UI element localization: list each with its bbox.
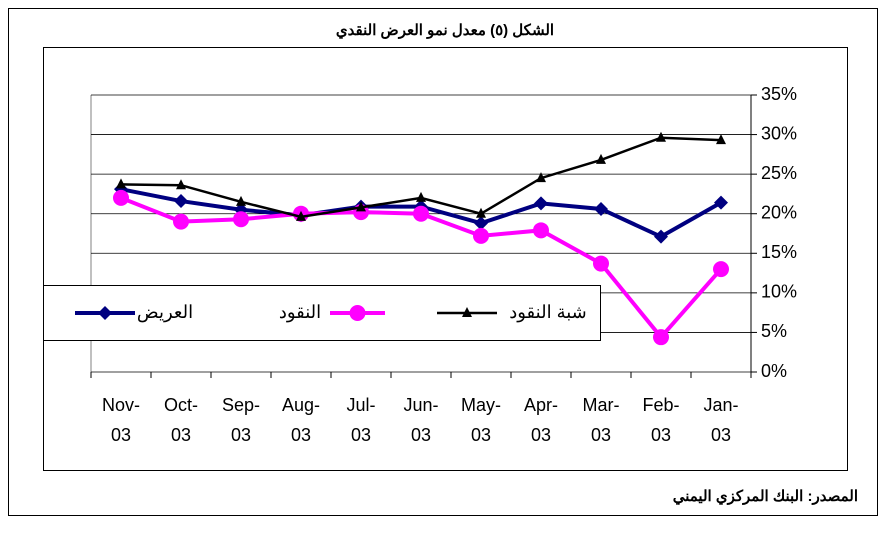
marker: [716, 134, 726, 145]
x-tick-label: Oct-03: [164, 395, 198, 445]
marker: [173, 213, 189, 230]
source-note: المصدر: البنك المركزي اليمني: [673, 488, 858, 506]
marker: [233, 211, 249, 228]
chart-frame: [43, 47, 848, 471]
marker: [536, 172, 546, 183]
marker: [462, 307, 472, 317]
legend-box: [43, 285, 601, 341]
marker: [533, 222, 549, 239]
marker: [654, 229, 668, 244]
marker: [176, 179, 186, 190]
legend-label: شبة النقود: [509, 302, 587, 323]
x-tick-label: Jun-03: [403, 395, 439, 445]
y-tick-label: 0%: [761, 361, 787, 381]
x-tick-label: Apr-03: [523, 395, 558, 445]
marker: [476, 207, 486, 218]
marker: [116, 178, 126, 189]
y-tick-label: 5%: [761, 321, 787, 341]
x-tick-label: May-03: [461, 395, 501, 445]
y-tick-label: 35%: [761, 84, 797, 104]
outer-frame: [8, 8, 878, 516]
y-tick-label: 20%: [761, 202, 797, 222]
marker: [596, 153, 606, 164]
marker: [713, 261, 729, 278]
marker: [534, 196, 548, 211]
x-tick-label: Jan-03: [703, 395, 739, 445]
marker: [473, 227, 489, 244]
legend-label: النقود: [279, 302, 321, 323]
marker: [98, 306, 112, 320]
marker: [474, 216, 488, 231]
marker: [593, 255, 609, 272]
marker: [174, 194, 188, 209]
x-tick-label: Jul-03: [346, 395, 376, 445]
x-tick-label: Nov-03: [101, 395, 140, 445]
marker: [236, 195, 246, 206]
x-tick-label: Aug-03: [281, 395, 321, 445]
marker: [714, 195, 728, 210]
x-tick-label: Sep-03: [221, 395, 261, 445]
marker: [656, 131, 666, 142]
marker: [356, 201, 366, 212]
marker: [416, 191, 426, 202]
legend-label: العريض: [137, 302, 193, 323]
marker: [594, 201, 608, 216]
x-tick-label: Mar-03: [582, 395, 620, 445]
marker: [413, 205, 429, 222]
y-tick-label: 25%: [761, 163, 797, 183]
y-tick-label: 10%: [761, 282, 797, 302]
marker: [113, 189, 129, 206]
y-tick-label: 15%: [761, 242, 797, 262]
chart-title: الشكل (٥) معدل نمو العرض النقدي: [336, 22, 554, 40]
marker: [653, 329, 669, 346]
y-tick-label: 30%: [761, 123, 797, 143]
marker: [349, 305, 366, 321]
marker: [296, 210, 306, 221]
x-tick-label: Feb-03: [642, 395, 680, 445]
